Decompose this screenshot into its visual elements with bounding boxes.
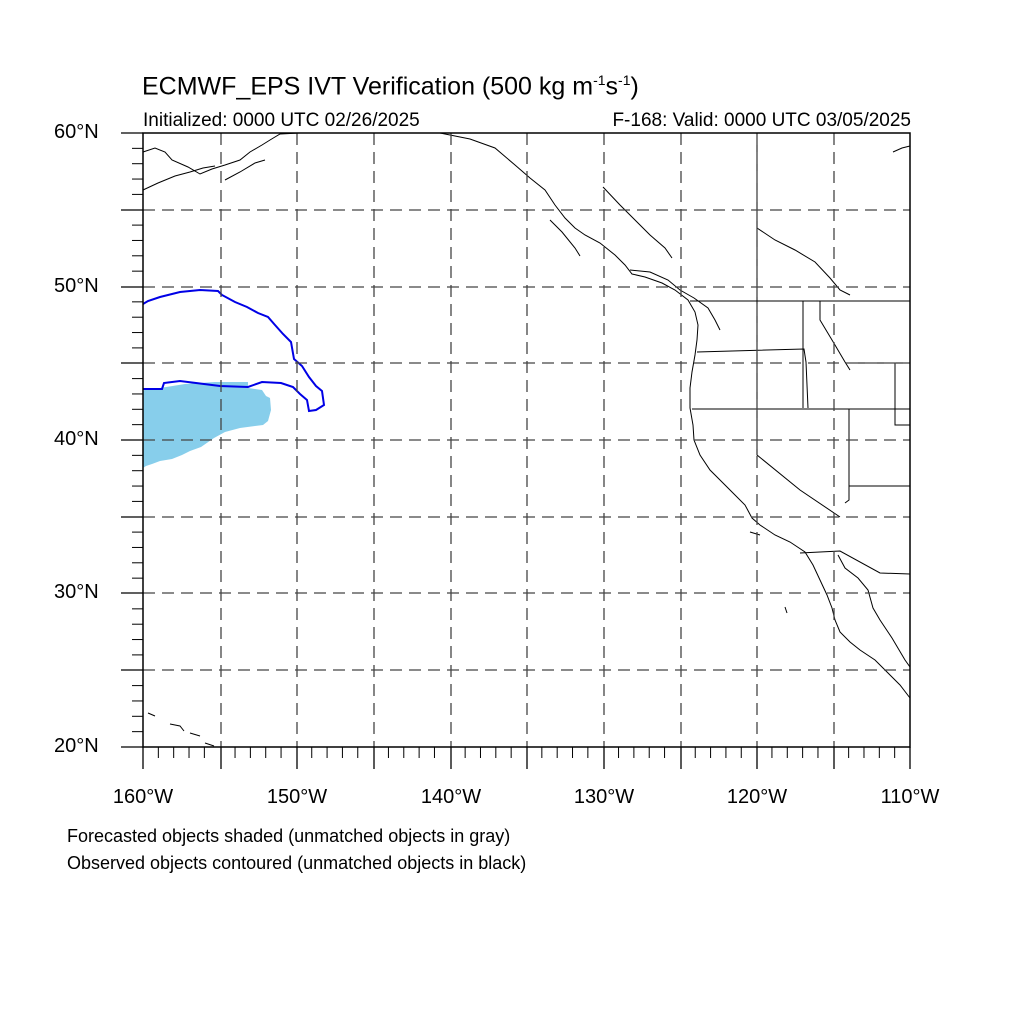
lon-label-140w: 140°W — [420, 786, 482, 808]
coastlines — [142, 132, 911, 747]
forecast-note: Forecasted objects shaded (unmatched obj… — [67, 826, 511, 846]
lat-label-40: 40°N — [54, 428, 99, 450]
grid-lines — [143, 133, 910, 747]
lon-label-160w: 160°W — [112, 786, 174, 808]
observed-note: Observed objects contoured (unmatched ob… — [67, 853, 527, 873]
lon-label-150w: 150°W — [266, 786, 328, 808]
initialized-time: Initialized: 0000 UTC 02/26/2025 — [143, 110, 420, 131]
state-borders — [690, 133, 911, 575]
observed-object — [142, 288, 326, 413]
lat-label-30: 30°N — [54, 581, 99, 603]
lat-label-60: 60°N — [54, 121, 99, 143]
forecast-object — [143, 382, 271, 468]
lat-label-20: 20°N — [54, 735, 99, 757]
lon-label-120w: 120°W — [726, 786, 788, 808]
lon-label-110w: 110°W — [880, 786, 940, 808]
valid-time: F-168: Valid: 0000 UTC 03/05/2025 — [612, 110, 911, 131]
minor-ticks — [132, 147, 896, 758]
major-ticks — [121, 132, 911, 769]
lat-label-50: 50°N — [54, 275, 99, 297]
map-frame — [142, 132, 911, 748]
chart-title: ECMWF_EPS IVT Verification (500 kg m-1s-… — [142, 72, 639, 101]
lon-label-130w: 130°W — [573, 786, 635, 808]
